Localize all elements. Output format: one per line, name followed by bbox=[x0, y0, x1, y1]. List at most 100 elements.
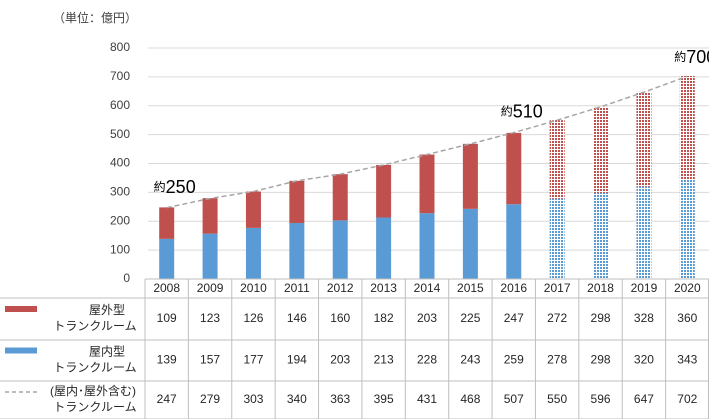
table-value: 228 bbox=[417, 353, 437, 367]
table-value: 126 bbox=[243, 311, 263, 325]
bar bbox=[679, 179, 695, 279]
table-value: 702 bbox=[677, 392, 697, 406]
x-tick-label: 2013 bbox=[370, 281, 397, 295]
bar bbox=[332, 174, 348, 221]
bar bbox=[159, 238, 175, 279]
bar bbox=[462, 143, 478, 209]
table-value: 243 bbox=[460, 353, 480, 367]
annotation-prefix: 約 bbox=[154, 179, 166, 194]
table-value: 160 bbox=[330, 311, 350, 325]
bar bbox=[376, 164, 392, 218]
unit-label: （単位：億円） bbox=[53, 10, 137, 25]
x-tick-label: 2015 bbox=[457, 281, 484, 295]
y-tick-label: 800 bbox=[110, 40, 130, 54]
bar bbox=[245, 227, 261, 279]
bar bbox=[202, 198, 218, 234]
table-value: 182 bbox=[374, 311, 394, 325]
legend-label: 屋外型トランクルーム bbox=[53, 303, 136, 333]
table-value: 259 bbox=[504, 353, 524, 367]
table-value: 123 bbox=[200, 311, 220, 325]
x-tick-label: 2019 bbox=[631, 281, 658, 295]
table-value: 298 bbox=[591, 353, 611, 367]
bar bbox=[506, 132, 522, 205]
bar bbox=[419, 154, 435, 214]
x-tick-label: 2012 bbox=[327, 281, 354, 295]
table-value: 109 bbox=[157, 311, 177, 325]
x-tick-label: 2014 bbox=[414, 281, 441, 295]
table-value: 247 bbox=[504, 311, 524, 325]
annotation: 約250 bbox=[154, 177, 196, 197]
table-value: 360 bbox=[677, 311, 697, 325]
table-value: 303 bbox=[243, 392, 263, 406]
table-value: 363 bbox=[330, 392, 350, 406]
table-value: 298 bbox=[591, 311, 611, 325]
table-value: 596 bbox=[591, 392, 611, 406]
x-tick-label: 2017 bbox=[544, 281, 571, 295]
table-value: 468 bbox=[460, 392, 480, 406]
legend-swatch bbox=[5, 347, 37, 354]
bar bbox=[245, 191, 261, 228]
x-tick-label: 2011 bbox=[284, 281, 310, 295]
bar bbox=[506, 204, 522, 279]
total-line bbox=[166, 75, 688, 209]
annotation-prefix: 約 bbox=[501, 104, 513, 119]
annotation-value: 250 bbox=[166, 177, 196, 197]
table-value: 328 bbox=[634, 311, 654, 325]
bar bbox=[636, 186, 652, 279]
legend-swatch bbox=[5, 306, 37, 312]
table-value: 647 bbox=[634, 392, 654, 406]
bar bbox=[419, 213, 435, 279]
bar bbox=[376, 217, 392, 279]
table-value: 550 bbox=[547, 392, 567, 406]
bar bbox=[549, 198, 565, 279]
table-value: 247 bbox=[157, 392, 177, 406]
x-tick-label: 2020 bbox=[674, 281, 701, 295]
x-tick-label: 2010 bbox=[240, 281, 267, 295]
y-tick-label: 0 bbox=[123, 271, 130, 285]
y-tick-label: 400 bbox=[110, 156, 130, 170]
bar bbox=[462, 208, 478, 279]
bar bbox=[593, 106, 609, 193]
y-tick-label: 600 bbox=[110, 98, 130, 112]
table-value: 340 bbox=[287, 392, 307, 406]
bar bbox=[549, 120, 565, 199]
x-tick-label: 2008 bbox=[153, 281, 180, 295]
table-value: 139 bbox=[157, 353, 177, 367]
y-tick-label: 300 bbox=[110, 185, 130, 199]
annotation-prefix: 約 bbox=[674, 49, 686, 64]
bar bbox=[636, 91, 652, 187]
legend-label: 屋内型トランクルーム bbox=[53, 345, 136, 375]
table-value: 225 bbox=[460, 311, 480, 325]
bar bbox=[289, 222, 305, 279]
bar bbox=[289, 180, 305, 223]
bar bbox=[679, 76, 695, 180]
x-tick-label: 2009 bbox=[197, 281, 224, 295]
bar bbox=[332, 220, 348, 279]
legend-label: (屋内･屋外含む)トランクルーム bbox=[50, 383, 137, 414]
x-tick-label: 2018 bbox=[587, 281, 614, 295]
table-value: 320 bbox=[634, 353, 654, 367]
table-value: 343 bbox=[677, 353, 697, 367]
table-value: 272 bbox=[547, 311, 567, 325]
table-value: 203 bbox=[330, 353, 350, 367]
y-tick-label: 700 bbox=[110, 69, 130, 83]
y-tick-label: 500 bbox=[110, 127, 130, 141]
table-value: 431 bbox=[417, 392, 437, 406]
table-value: 177 bbox=[243, 353, 263, 367]
annotation: 約700 bbox=[674, 47, 709, 67]
table-value: 278 bbox=[547, 353, 567, 367]
table-value: 279 bbox=[200, 392, 220, 406]
table-value: 213 bbox=[374, 353, 394, 367]
bar bbox=[593, 192, 609, 279]
annotation-value: 510 bbox=[513, 101, 543, 121]
table-value: 157 bbox=[200, 353, 220, 367]
annotation: 約510 bbox=[501, 101, 543, 121]
table-value: 507 bbox=[504, 392, 524, 406]
annotation-value: 700 bbox=[686, 47, 709, 67]
y-tick-label: 100 bbox=[110, 242, 130, 256]
table-value: 203 bbox=[417, 311, 437, 325]
table-value: 395 bbox=[374, 392, 394, 406]
x-tick-label: 2016 bbox=[500, 281, 527, 295]
y-tick-label: 200 bbox=[110, 213, 130, 227]
